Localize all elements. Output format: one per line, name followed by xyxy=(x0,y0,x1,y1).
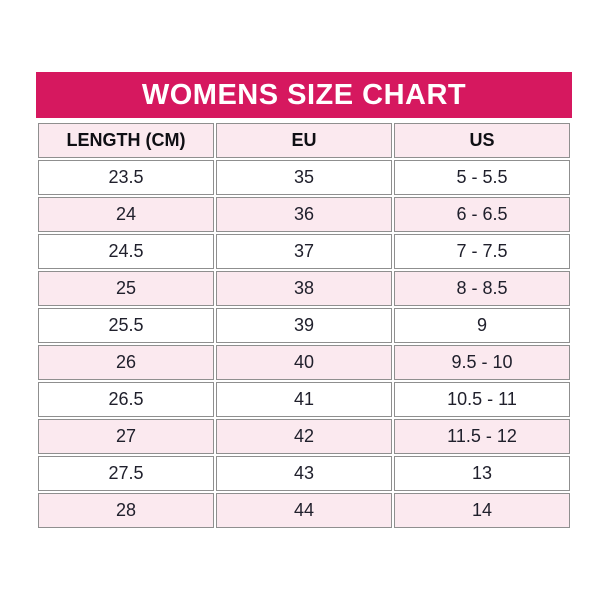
table-cell: 38 xyxy=(216,271,392,306)
table-cell: 14 xyxy=(394,493,570,528)
table-cell: 9 xyxy=(394,308,570,343)
table-cell: 26.5 xyxy=(38,382,214,417)
table-cell: 27.5 xyxy=(38,456,214,491)
table-cell: 24 xyxy=(38,197,214,232)
header-row: LENGTH (CM) EU US xyxy=(38,123,570,158)
table-row: 24.5 37 7 - 7.5 xyxy=(38,234,570,269)
table-cell: 7 - 7.5 xyxy=(394,234,570,269)
table-row: 25 38 8 - 8.5 xyxy=(38,271,570,306)
table-cell: 25 xyxy=(38,271,214,306)
table-cell: 40 xyxy=(216,345,392,380)
table-row: 28 44 14 xyxy=(38,493,570,528)
size-chart-header: LENGTH (CM) EU US xyxy=(38,123,570,158)
table-row: 27 42 11.5 - 12 xyxy=(38,419,570,454)
size-chart: WOMENS SIZE CHART LENGTH (CM) EU US 23.5 35… xyxy=(36,72,572,530)
table-cell: 5 - 5.5 xyxy=(394,160,570,195)
table-cell: 43 xyxy=(216,456,392,491)
table-row: 23.5 35 5 - 5.5 xyxy=(38,160,570,195)
table-cell: 6 - 6.5 xyxy=(394,197,570,232)
size-chart-table: LENGTH (CM) EU US 23.5 35 5 - 5.5 24 36 6 - 6.5… xyxy=(36,121,572,530)
table-cell: 26 xyxy=(38,345,214,380)
table-row: 24 36 6 - 6.5 xyxy=(38,197,570,232)
table-row: 25.5 39 9 xyxy=(38,308,570,343)
table-row: 26.5 41 10.5 - 11 xyxy=(38,382,570,417)
table-cell: 42 xyxy=(216,419,392,454)
table-row: 26 40 9.5 - 10 xyxy=(38,345,570,380)
table-cell: 37 xyxy=(216,234,392,269)
table-cell: 13 xyxy=(394,456,570,491)
table-cell: 36 xyxy=(216,197,392,232)
table-cell: 41 xyxy=(216,382,392,417)
table-cell: 27 xyxy=(38,419,214,454)
size-chart-body: 23.5 35 5 - 5.5 24 36 6 - 6.5 24.5 37 7 - 7.5 25 3… xyxy=(38,160,570,528)
table-row: 27.5 43 13 xyxy=(38,456,570,491)
table-cell: 28 xyxy=(38,493,214,528)
table-cell: 35 xyxy=(216,160,392,195)
header-cell-0: LENGTH (CM) xyxy=(38,123,214,158)
table-cell: 23.5 xyxy=(38,160,214,195)
table-cell: 44 xyxy=(216,493,392,528)
table-cell: 39 xyxy=(216,308,392,343)
table-cell: 11.5 - 12 xyxy=(394,419,570,454)
header-cell-1: EU xyxy=(216,123,392,158)
table-cell: 9.5 - 10 xyxy=(394,345,570,380)
table-cell: 10.5 - 11 xyxy=(394,382,570,417)
table-cell: 25.5 xyxy=(38,308,214,343)
table-cell: 8 - 8.5 xyxy=(394,271,570,306)
table-cell: 24.5 xyxy=(38,234,214,269)
header-cell-2: US xyxy=(394,123,570,158)
size-chart-title: WOMENS SIZE CHART xyxy=(36,72,572,118)
